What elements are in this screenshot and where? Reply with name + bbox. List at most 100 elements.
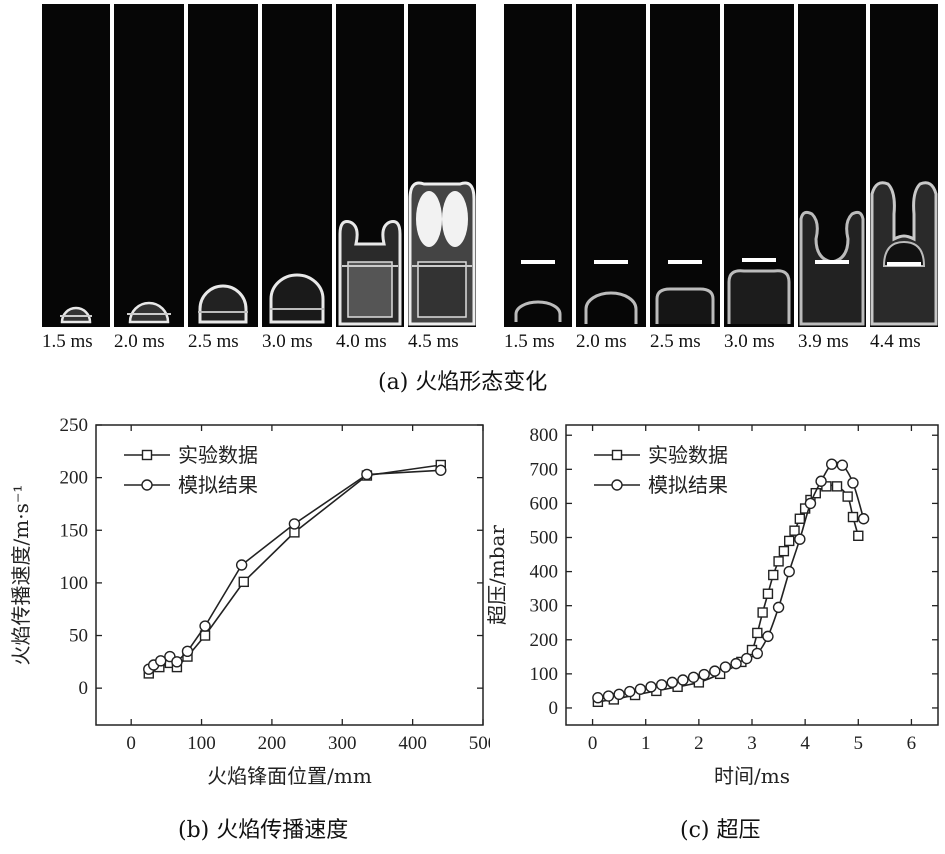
- data-point-circle: [666, 676, 678, 689]
- time-label: 2.5 ms: [188, 331, 239, 352]
- experiment-frame-1: [42, 4, 110, 327]
- data-point-circle: [709, 665, 721, 677]
- time-label: 1.5 ms: [504, 331, 555, 352]
- data-point-square: [757, 607, 768, 618]
- data-point-square: [778, 545, 790, 557]
- series-line-1: [148, 464, 441, 675]
- data-point-circle: [762, 630, 774, 643]
- flame-image-5: [338, 220, 402, 326]
- data-point-circle: [815, 475, 827, 487]
- time-label: 2.0 ms: [114, 331, 165, 352]
- y-tick-label: 100: [60, 573, 89, 594]
- data-point-circle: [655, 679, 668, 691]
- data-point-circle: [235, 559, 248, 571]
- x-tick-label: 0: [126, 733, 136, 754]
- simulation-frame-1: [504, 4, 572, 327]
- data-point-circle: [155, 655, 167, 667]
- experiment-frame-4: [262, 4, 332, 327]
- experiment-frame-3: [188, 4, 258, 327]
- simulation-frame-5: [798, 4, 866, 327]
- data-point-circle: [794, 533, 806, 545]
- y-tick-label: 500: [530, 528, 559, 549]
- data-point-square: [768, 569, 779, 581]
- x-tick-label: 0: [588, 733, 598, 754]
- x-tick-label: 300: [328, 733, 357, 754]
- y-tick-label: 250: [60, 415, 89, 436]
- experiment-frame-6: [408, 4, 476, 327]
- data-point-circle: [361, 468, 373, 481]
- legend-marker-square: [611, 449, 623, 461]
- legend-marker-circle: [611, 479, 623, 491]
- legend-marker-square: [141, 449, 153, 461]
- y-tick-label: 200: [60, 468, 89, 489]
- overpressure-chart: 0 1 2 3 4 5 6 0 100 200 300 400 500 600 700 800 时间/ms 超压/…: [485, 424, 939, 788]
- data-point-circle: [804, 497, 817, 510]
- flame-image-6: [408, 181, 476, 326]
- data-point-circle: [181, 645, 194, 658]
- flame-image-4: [269, 273, 325, 324]
- panel-a-caption: (a) 火焰形态变化: [378, 370, 548, 395]
- data-point-square: [752, 627, 763, 639]
- data-point-circle: [613, 688, 625, 701]
- data-point-circle: [772, 601, 785, 614]
- legend-label: 模拟结果: [178, 473, 258, 497]
- x-axis-label: 时间/ms: [714, 764, 790, 788]
- data-point-circle: [288, 518, 301, 530]
- x-tick-label: 6: [907, 733, 917, 754]
- simulation-image-5: [799, 210, 865, 326]
- flame-image-3: [198, 284, 248, 324]
- simulation-image-1: [514, 260, 562, 322]
- data-point-circle: [624, 685, 636, 698]
- y-tick-label: 0: [79, 678, 89, 699]
- data-point-circle: [783, 565, 795, 578]
- data-point-circle: [847, 477, 859, 489]
- data-point-circle: [171, 656, 183, 668]
- time-label: 4.5 ms: [408, 331, 459, 352]
- data-point-circle: [677, 674, 689, 686]
- y-tick-label: 400: [530, 562, 559, 583]
- data-point-circle: [199, 620, 211, 632]
- data-point-circle: [751, 647, 764, 660]
- simulation-image-2: [584, 260, 638, 324]
- y-tick-label: 0: [549, 698, 559, 719]
- data-point-circle: [602, 690, 615, 702]
- data-point-square: [238, 576, 249, 588]
- data-point-circle: [740, 652, 753, 665]
- experiment-frame-2: [114, 4, 184, 327]
- flame-image-1: [60, 306, 92, 324]
- y-tick-label: 600: [530, 493, 559, 514]
- panel-b-caption: (b) 火焰传播速度: [178, 818, 349, 843]
- data-point-circle: [645, 681, 657, 693]
- data-point-square: [831, 481, 843, 492]
- x-tick-label: 1: [641, 733, 651, 754]
- time-label: 2.0 ms: [576, 331, 627, 352]
- y-tick-label: 700: [530, 459, 559, 480]
- simulation-image-4: [727, 258, 791, 324]
- experiment-frame-5: [336, 4, 404, 327]
- data-point-square: [842, 491, 853, 502]
- x-axis-label: 火焰锋面位置/mm: [207, 764, 372, 788]
- data-point-square: [784, 535, 795, 547]
- x-tick-label: 4: [800, 733, 810, 754]
- y-tick-label: 200: [530, 630, 559, 651]
- time-label: 4.4 ms: [870, 331, 921, 352]
- data-point-circle: [592, 692, 604, 704]
- data-point-square: [789, 525, 800, 536]
- x-tick-label: 200: [258, 733, 287, 754]
- time-label: 3.0 ms: [262, 331, 313, 352]
- legend-label: 实验数据: [178, 443, 258, 467]
- data-point-circle: [698, 668, 710, 681]
- data-point-circle: [826, 458, 838, 470]
- y-tick-label: 800: [530, 425, 559, 446]
- simulation-frame-4: [724, 4, 794, 327]
- x-tick-label: 100: [187, 733, 216, 754]
- legend-label: 实验数据: [648, 443, 728, 467]
- x-tick-label: 500: [469, 733, 490, 754]
- data-point-square: [773, 556, 784, 567]
- plot-frame: [565, 424, 939, 726]
- series-line-2: [148, 469, 441, 670]
- y-tick-label: 50: [69, 626, 88, 647]
- data-point-circle: [836, 459, 849, 471]
- y-axis-label: 超压/mbar: [485, 525, 509, 625]
- simulation-frame-3: [650, 4, 720, 327]
